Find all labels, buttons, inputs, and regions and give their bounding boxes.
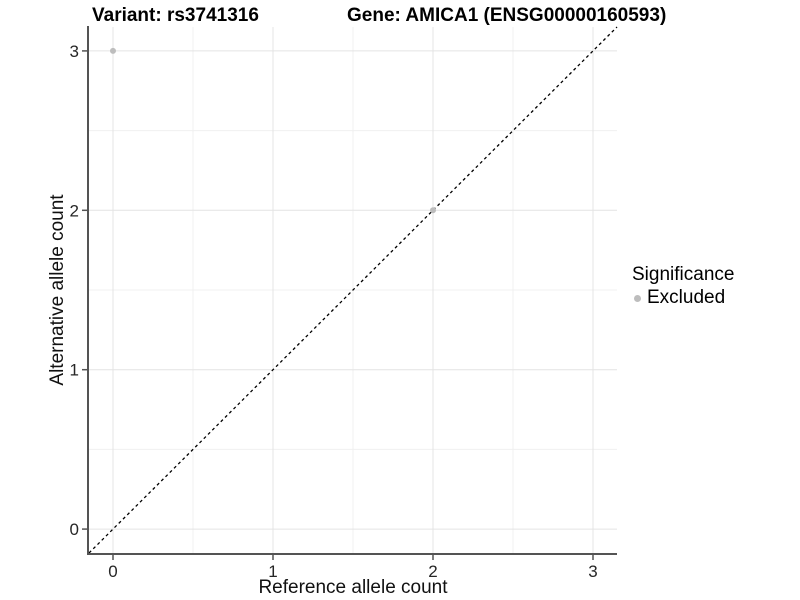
- legend-point-icon: [634, 294, 641, 302]
- x-tick-label: 2: [428, 562, 437, 581]
- y-tick-label: 0: [70, 520, 79, 539]
- identity-line: [88, 26, 618, 554]
- y-tick-label: 2: [70, 201, 79, 220]
- data-point: [430, 207, 436, 214]
- legend: Significance Excluded: [632, 263, 734, 309]
- y-tick-label: 3: [70, 42, 79, 61]
- legend-items: Excluded: [632, 287, 734, 309]
- y-axis-title: Alternative allele count: [47, 194, 68, 386]
- legend-item: Excluded: [632, 287, 734, 309]
- x-tick-label: 0: [108, 562, 117, 581]
- legend-item-label: Excluded: [647, 287, 726, 308]
- x-axis-title: Reference allele count: [258, 577, 448, 598]
- plot-title-gene: Gene: AMICA1 (ENSG00000160593): [347, 5, 667, 26]
- y-tick-label: 1: [70, 361, 79, 380]
- x-tick-label: 1: [268, 562, 277, 581]
- plot-title-variant: Variant: rs3741316: [92, 5, 259, 26]
- legend-title: Significance: [632, 264, 735, 285]
- data-point: [110, 47, 116, 54]
- x-tick-label: 3: [588, 562, 597, 581]
